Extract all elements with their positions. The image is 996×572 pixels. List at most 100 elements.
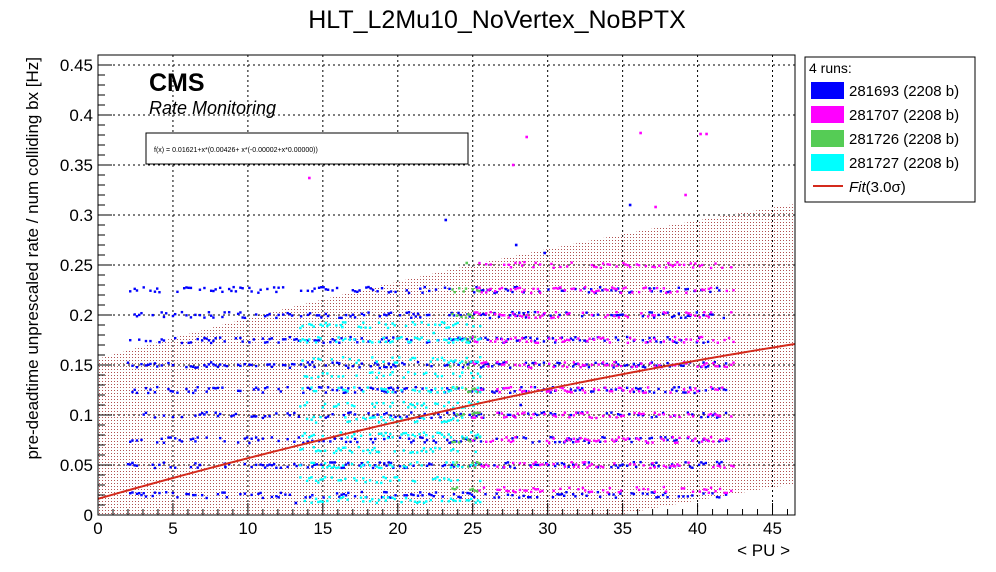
data-point <box>216 365 220 369</box>
data-point <box>682 341 686 344</box>
data-point <box>351 289 355 292</box>
data-point <box>500 438 504 441</box>
data-point <box>454 387 457 391</box>
data-point <box>391 322 394 325</box>
data-point <box>384 323 387 326</box>
data-point <box>536 488 540 491</box>
data-point <box>362 321 365 324</box>
data-point <box>709 435 713 439</box>
data-point <box>306 289 310 292</box>
data-point <box>324 391 328 394</box>
data-point <box>507 386 510 390</box>
data-point <box>678 436 681 440</box>
data-point <box>227 287 231 291</box>
data-point <box>718 365 721 368</box>
data-point <box>212 316 215 319</box>
data-point <box>625 464 629 467</box>
data-point <box>531 441 534 444</box>
data-point <box>522 436 525 439</box>
data-point <box>165 491 168 494</box>
data-point <box>149 339 152 343</box>
data-point <box>466 363 469 366</box>
data-point <box>652 391 656 394</box>
data-point <box>572 465 576 468</box>
data-point <box>353 477 356 480</box>
data-point <box>637 264 641 267</box>
data-point <box>268 312 271 316</box>
data-point <box>310 434 313 438</box>
data-point <box>308 363 312 366</box>
data-point <box>268 337 271 341</box>
data-point <box>340 466 343 470</box>
data-point <box>367 311 370 314</box>
data-point <box>560 461 564 465</box>
data-point <box>622 389 625 392</box>
data-point <box>460 315 463 319</box>
data-point <box>661 312 665 315</box>
data-point <box>430 493 433 497</box>
data-point <box>443 404 446 408</box>
data-point <box>182 287 186 290</box>
data-point <box>288 313 292 316</box>
data-point <box>641 315 645 318</box>
data-point <box>207 387 211 390</box>
x-tick-label: 25 <box>463 519 482 538</box>
data-point <box>293 462 296 466</box>
data-point <box>290 314 294 317</box>
data-point <box>635 486 639 489</box>
data-point <box>284 364 287 367</box>
data-point <box>257 438 260 442</box>
data-point <box>684 288 687 291</box>
data-point <box>498 287 501 291</box>
data-point <box>319 337 322 340</box>
data-point <box>392 388 395 391</box>
data-point <box>412 439 415 442</box>
data-point <box>398 436 402 439</box>
data-point <box>140 438 143 442</box>
data-point <box>413 500 417 503</box>
data-point <box>239 492 242 496</box>
data-point <box>642 464 645 467</box>
data-point <box>592 314 595 317</box>
data-point <box>362 449 365 453</box>
data-point <box>344 321 347 324</box>
data-point <box>597 439 600 442</box>
data-point <box>142 492 145 495</box>
data-point <box>493 291 496 295</box>
data-point <box>386 326 390 330</box>
data-point <box>666 496 669 499</box>
data-point <box>580 314 584 318</box>
data-point <box>514 416 517 419</box>
data-point <box>427 323 430 327</box>
data-point <box>637 364 640 367</box>
data-point <box>520 290 524 294</box>
data-point <box>697 389 701 393</box>
data-point <box>522 312 525 315</box>
data-point <box>187 341 190 345</box>
data-point <box>396 386 399 390</box>
data-point <box>340 316 343 320</box>
data-point <box>398 478 401 482</box>
data-point <box>559 386 562 389</box>
data-point <box>471 461 474 465</box>
data-point <box>583 462 586 466</box>
data-point <box>430 463 433 466</box>
data-point <box>301 387 304 390</box>
data-point <box>382 402 385 405</box>
data-point <box>173 466 177 469</box>
data-point <box>601 414 605 418</box>
data-point <box>380 415 383 419</box>
data-point <box>286 437 289 441</box>
data-point <box>440 387 444 390</box>
data-point <box>642 286 645 290</box>
data-point <box>375 465 378 468</box>
data-point <box>570 461 573 464</box>
data-point <box>194 389 197 392</box>
data-point <box>436 358 439 361</box>
data-point <box>409 499 412 502</box>
data-point <box>223 364 226 367</box>
data-point <box>277 387 280 391</box>
data-point <box>619 364 623 368</box>
data-point <box>574 336 577 339</box>
data-point <box>376 363 379 366</box>
